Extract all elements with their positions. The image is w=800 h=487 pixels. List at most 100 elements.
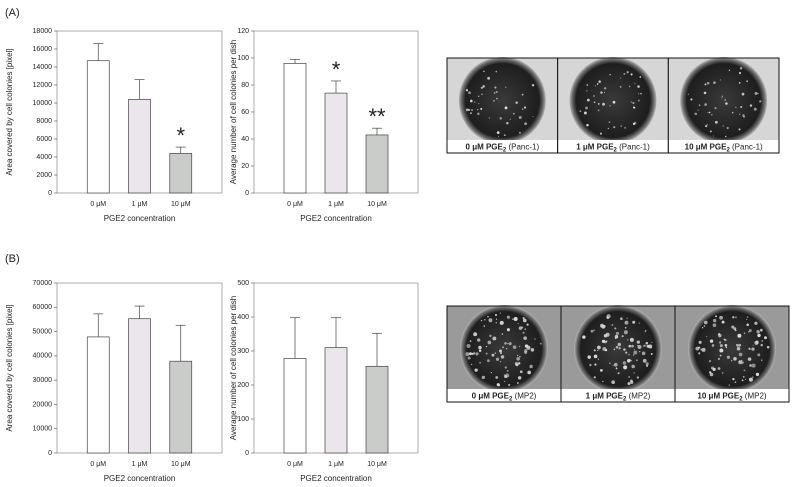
colony	[478, 349, 482, 352]
bar	[365, 134, 389, 194]
colony	[724, 344, 728, 347]
colony	[478, 345, 482, 350]
colony	[487, 340, 492, 345]
colony	[505, 373, 510, 378]
colony	[719, 354, 722, 357]
bar	[86, 336, 110, 454]
colony	[472, 352, 476, 355]
y-tick-label: 60000	[33, 304, 53, 311]
y-tick-label: 0	[245, 190, 249, 197]
colony	[487, 315, 489, 318]
colony	[760, 343, 763, 347]
colony	[698, 104, 701, 107]
colony	[517, 323, 519, 325]
colony	[626, 358, 631, 363]
y-tick-label: 300	[237, 348, 249, 355]
colony	[709, 130, 712, 133]
colony	[748, 347, 751, 350]
significance-mark: *	[332, 57, 341, 82]
colony	[587, 355, 591, 359]
y-tick-label: 10000	[33, 100, 53, 107]
colony	[475, 352, 479, 356]
x-tick-label: 0 μM	[90, 201, 106, 208]
colony	[594, 363, 597, 366]
x-axis-label: PGE2 concentration	[104, 474, 176, 483]
colony	[734, 329, 736, 331]
colony	[630, 73, 633, 76]
colony	[746, 316, 749, 318]
y-tick-label: 14000	[33, 64, 53, 71]
colony	[754, 92, 758, 95]
y-tick-label: 50000	[33, 328, 53, 335]
colony	[470, 363, 473, 366]
colony	[480, 319, 483, 322]
colony	[489, 334, 492, 338]
error-bar	[372, 127, 382, 135]
colony	[742, 114, 745, 117]
photo-caption: 10 μM PGE2 (Panc-1)	[685, 143, 763, 154]
colony	[502, 346, 504, 349]
colony	[697, 109, 699, 111]
colony	[632, 101, 635, 105]
colony	[477, 112, 480, 116]
colony	[493, 338, 495, 340]
y-tick-label: 120	[237, 28, 249, 35]
error-bar	[93, 43, 104, 61]
colony	[703, 320, 708, 325]
colony	[615, 337, 617, 340]
colony	[506, 315, 511, 319]
colony	[603, 87, 607, 90]
colony	[623, 348, 626, 351]
colony	[519, 355, 521, 358]
colony	[519, 370, 523, 374]
caption-bold: 1 μM PGE	[586, 392, 624, 401]
colony	[481, 375, 486, 380]
colony	[617, 372, 620, 375]
y-tick-label: 10000	[33, 426, 53, 433]
colony	[732, 378, 735, 381]
colony	[613, 348, 616, 351]
colony	[695, 346, 700, 351]
colony	[733, 356, 737, 361]
caption-band	[668, 140, 779, 153]
colony	[642, 358, 647, 363]
colony	[495, 318, 498, 320]
colony	[756, 329, 760, 334]
colony	[529, 364, 533, 369]
colony	[645, 341, 649, 345]
colony	[620, 77, 622, 79]
colony	[631, 344, 634, 348]
colony	[731, 325, 735, 329]
colony	[590, 329, 594, 333]
colony	[522, 331, 525, 334]
colony	[632, 106, 635, 109]
colony	[749, 104, 753, 107]
colony	[604, 348, 608, 352]
colony	[619, 85, 622, 88]
y-axis-label: Area covered by cell colonies [pixel]	[5, 48, 14, 175]
colony	[614, 327, 617, 330]
photo-caption: 10 μM PGE2 (MP2)	[697, 392, 766, 403]
colony	[602, 380, 604, 383]
colony	[698, 340, 702, 344]
colony	[492, 336, 497, 341]
colony	[700, 348, 703, 351]
y-axis-label: Average number of cell colonies per dish	[229, 40, 238, 184]
colony	[712, 323, 717, 328]
bar	[283, 63, 307, 194]
colony	[593, 354, 598, 359]
photo-frame	[667, 57, 780, 154]
colony	[738, 128, 741, 131]
colony	[605, 332, 610, 337]
caption-sub: 2	[623, 397, 627, 403]
colony	[603, 91, 606, 94]
colony	[638, 350, 641, 353]
colony	[485, 345, 488, 348]
colony	[724, 338, 727, 342]
colony	[725, 135, 727, 138]
x-axis-label: PGE2 concentration	[300, 214, 372, 223]
colony	[515, 101, 518, 104]
colony	[748, 377, 753, 382]
y-tick-label: 70000	[33, 280, 53, 287]
y-tick-label: 500	[237, 280, 249, 287]
